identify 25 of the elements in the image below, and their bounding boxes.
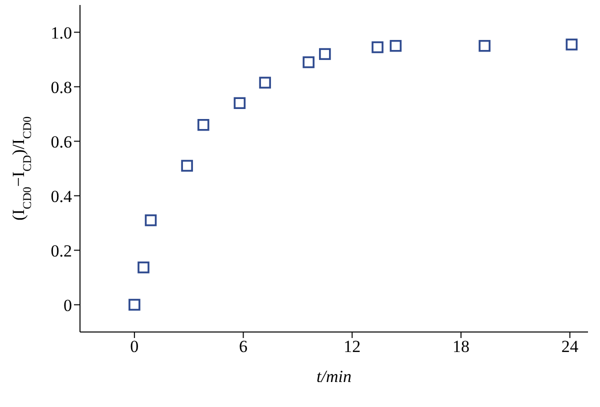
y-tick-label: 1.0 xyxy=(50,23,72,42)
y-tick-label: 0.2 xyxy=(50,241,72,260)
x-tick-label: 0 xyxy=(130,337,139,356)
point xyxy=(478,40,490,52)
point xyxy=(390,40,402,52)
x-axis-title: t/min xyxy=(316,367,352,386)
point xyxy=(138,262,150,274)
point xyxy=(128,298,140,311)
x-tick-label: 18 xyxy=(452,337,470,356)
x-tick-label: 24 xyxy=(561,337,579,356)
y-tick-label: 0.6 xyxy=(50,132,72,152)
point xyxy=(181,160,193,172)
y-tick-label: 0 xyxy=(64,296,72,315)
point xyxy=(302,56,314,68)
y-tick-label: 0.8 xyxy=(50,78,72,97)
point xyxy=(144,214,157,226)
x-tick-label: 12 xyxy=(344,337,361,356)
y-tick-label: 0.4 xyxy=(50,186,72,206)
x-tick-label: 6 xyxy=(239,337,248,356)
point xyxy=(566,38,578,50)
point xyxy=(197,119,210,131)
point xyxy=(259,76,271,89)
point xyxy=(372,41,384,54)
point xyxy=(319,48,331,60)
point xyxy=(234,97,246,109)
